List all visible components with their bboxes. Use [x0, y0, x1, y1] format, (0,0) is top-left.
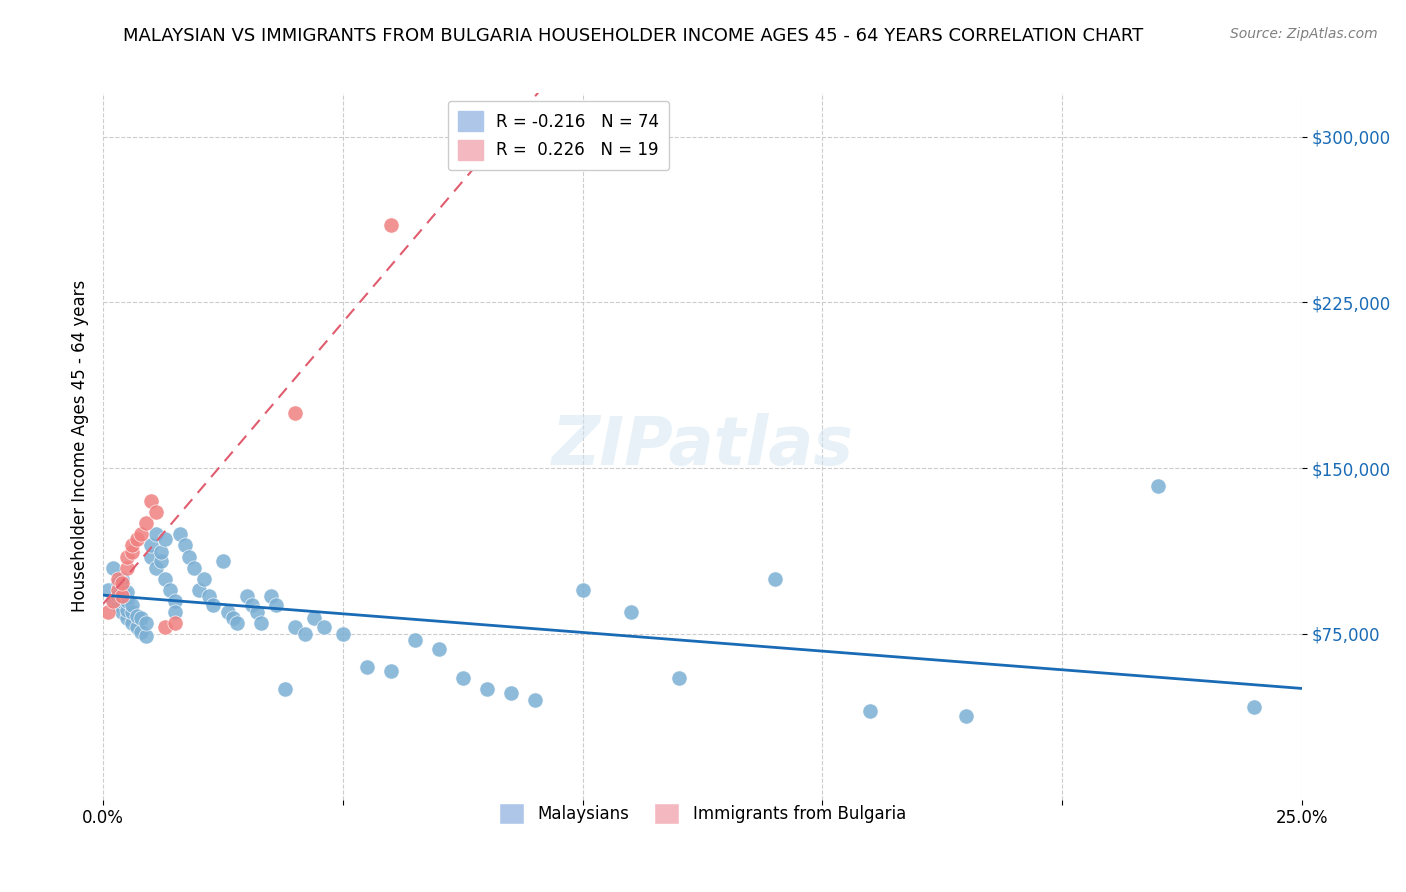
Point — [197, 589, 219, 603]
Point — [955, 708, 977, 723]
Point — [302, 611, 325, 625]
Point — [523, 693, 546, 707]
Point — [139, 539, 162, 553]
Point — [101, 593, 124, 607]
Point — [121, 539, 143, 553]
Point — [451, 671, 474, 685]
Point — [159, 582, 181, 597]
Point — [121, 605, 143, 619]
Point — [125, 620, 148, 634]
Point — [145, 560, 167, 574]
Point — [427, 642, 450, 657]
Point — [499, 686, 522, 700]
Text: ZIPatlas: ZIPatlas — [551, 413, 853, 479]
Point — [264, 598, 287, 612]
Point — [115, 549, 138, 564]
Point — [111, 582, 134, 597]
Point — [97, 605, 120, 619]
Point — [111, 605, 134, 619]
Point — [165, 615, 187, 630]
Y-axis label: Householder Income Ages 45 - 64 years: Householder Income Ages 45 - 64 years — [72, 280, 89, 612]
Point — [356, 660, 378, 674]
Point — [115, 602, 138, 616]
Point — [125, 532, 148, 546]
Point — [131, 611, 153, 625]
Point — [107, 576, 129, 591]
Point — [217, 605, 239, 619]
Point — [107, 598, 129, 612]
Point — [111, 589, 134, 603]
Point — [107, 589, 129, 603]
Point — [1147, 479, 1170, 493]
Point — [221, 611, 243, 625]
Point — [121, 545, 143, 559]
Point — [155, 572, 177, 586]
Point — [245, 605, 267, 619]
Point — [121, 615, 143, 630]
Point — [155, 532, 177, 546]
Point — [155, 620, 177, 634]
Point — [404, 633, 426, 648]
Point — [135, 629, 157, 643]
Point — [125, 609, 148, 624]
Point — [312, 620, 335, 634]
Point — [111, 576, 134, 591]
Point — [1243, 699, 1265, 714]
Point — [226, 615, 249, 630]
Point — [145, 527, 167, 541]
Point — [380, 218, 402, 232]
Point — [169, 527, 191, 541]
Point — [149, 554, 172, 568]
Point — [284, 406, 307, 420]
Point — [107, 572, 129, 586]
Point — [179, 549, 201, 564]
Point — [135, 615, 157, 630]
Point — [250, 615, 273, 630]
Point — [139, 494, 162, 508]
Point — [131, 624, 153, 639]
Point — [115, 611, 138, 625]
Point — [131, 527, 153, 541]
Point — [101, 593, 124, 607]
Point — [763, 572, 786, 586]
Point — [121, 598, 143, 612]
Point — [236, 589, 259, 603]
Point — [274, 681, 297, 696]
Point — [475, 681, 498, 696]
Legend: Malaysians, Immigrants from Bulgaria: Malaysians, Immigrants from Bulgaria — [489, 793, 915, 834]
Point — [183, 560, 205, 574]
Point — [173, 539, 195, 553]
Point — [212, 554, 235, 568]
Point — [294, 627, 316, 641]
Point — [859, 704, 882, 718]
Point — [332, 627, 354, 641]
Point — [115, 560, 138, 574]
Point — [111, 593, 134, 607]
Point — [149, 545, 172, 559]
Point — [193, 572, 215, 586]
Point — [571, 582, 593, 597]
Point — [115, 593, 138, 607]
Point — [107, 582, 129, 597]
Point — [97, 582, 120, 597]
Point — [145, 505, 167, 519]
Text: MALAYSIAN VS IMMIGRANTS FROM BULGARIA HOUSEHOLDER INCOME AGES 45 - 64 YEARS CORR: MALAYSIAN VS IMMIGRANTS FROM BULGARIA HO… — [122, 27, 1143, 45]
Point — [202, 598, 225, 612]
Point — [380, 665, 402, 679]
Point — [620, 605, 643, 619]
Point — [188, 582, 211, 597]
Point — [101, 560, 124, 574]
Point — [111, 572, 134, 586]
Point — [284, 620, 307, 634]
Text: Source: ZipAtlas.com: Source: ZipAtlas.com — [1230, 27, 1378, 41]
Point — [135, 516, 157, 531]
Point — [165, 593, 187, 607]
Point — [115, 585, 138, 599]
Point — [668, 671, 690, 685]
Point — [165, 605, 187, 619]
Point — [240, 598, 263, 612]
Point — [260, 589, 283, 603]
Point — [139, 549, 162, 564]
